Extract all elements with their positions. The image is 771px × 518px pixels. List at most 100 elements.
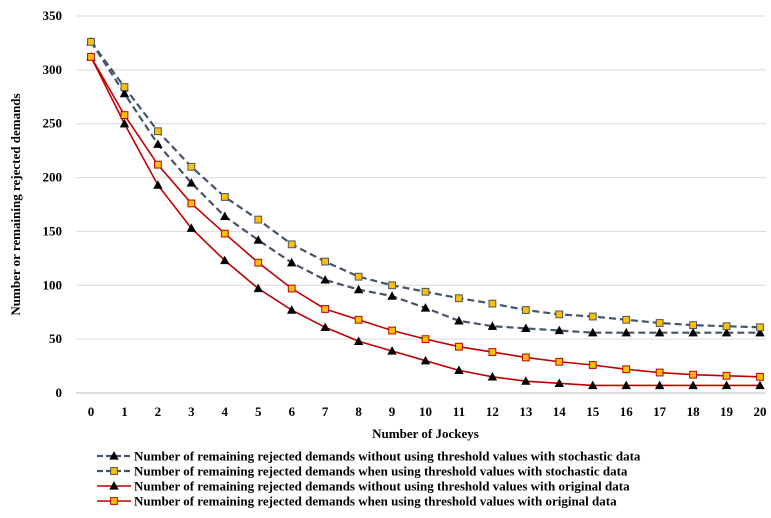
- triangle-marker: [320, 275, 330, 284]
- y-axis-ticks: 0 50 100 150 200 250 300 350: [43, 8, 63, 400]
- square-marker: [655, 319, 664, 327]
- square-marker: [622, 365, 631, 374]
- square-marker: [555, 357, 564, 366]
- square-marker: [321, 305, 330, 313]
- triangle-marker: [253, 235, 263, 244]
- square-marker: [354, 315, 363, 324]
- triangle-marker: [387, 346, 397, 355]
- square-marker: [655, 368, 664, 377]
- triangle-marker: [186, 223, 197, 232]
- triangle-marker: [119, 118, 130, 128]
- triangle-marker: [588, 380, 598, 390]
- square-marker: [120, 111, 129, 119]
- legend-triangle-marker: [109, 451, 119, 460]
- x-tick-label: 20: [754, 404, 767, 419]
- triangle-marker: [521, 376, 531, 385]
- y-tick-label: 250: [43, 116, 63, 131]
- square-marker: [521, 306, 530, 314]
- square-marker: [521, 353, 530, 362]
- triangle-marker: [554, 378, 565, 387]
- square-marker: [488, 348, 497, 356]
- triangle-marker: [654, 380, 665, 390]
- square-marker: [555, 310, 564, 319]
- triangle-marker: [286, 257, 297, 267]
- x-tick-label: 18: [687, 404, 701, 419]
- square-marker: [689, 370, 698, 379]
- x-tick-label: 13: [519, 404, 533, 419]
- x-tick-label: 0: [88, 404, 95, 419]
- square-marker: [388, 326, 396, 335]
- x-axis-ticks: 0 1 2 3 4 5 6 7 8 9 10 11 12 13 14 15 16 17 18 19 20: [88, 404, 767, 419]
- legend-label: Number of remaining rejected demands wit…: [134, 479, 630, 494]
- triangle-marker: [353, 336, 364, 345]
- triangle-marker: [688, 380, 698, 390]
- x-tick-label: 6: [288, 404, 295, 419]
- triangle-marker: [153, 180, 163, 189]
- square-marker: [455, 342, 463, 351]
- triangle-marker: [220, 255, 230, 265]
- square-marker: [421, 335, 430, 344]
- square-marker: [154, 127, 162, 136]
- triangle-marker: [119, 88, 130, 98]
- triangle-marker: [755, 380, 765, 390]
- triangle-marker: [454, 316, 464, 325]
- square-marker: [87, 37, 95, 46]
- x-tick-label: 8: [355, 404, 362, 419]
- triangle-marker: [554, 325, 565, 335]
- triangle-marker: [353, 284, 364, 294]
- legend-triangle-marker: [109, 481, 119, 490]
- x-tick-label: 17: [653, 404, 667, 419]
- triangle-marker: [487, 321, 498, 330]
- y-tick-label: 0: [56, 385, 63, 400]
- triangle-marker: [688, 327, 698, 337]
- gridlines: [76, 15, 766, 340]
- x-tick-label: 3: [188, 404, 195, 419]
- square-marker: [254, 215, 263, 224]
- x-tick-label: 14: [553, 404, 567, 419]
- square-marker: [287, 240, 296, 249]
- y-tick-label: 50: [49, 331, 62, 346]
- legend-label: Number of remaining rejected demands whe…: [134, 494, 617, 509]
- x-tick-label: 9: [389, 404, 396, 419]
- triangle-marker: [387, 291, 397, 300]
- triangle-marker: [721, 380, 732, 390]
- square-marker: [455, 294, 463, 303]
- square-marker: [354, 272, 363, 281]
- legend: Number of remaining rejected demands wit…: [97, 449, 641, 509]
- square-marker: [187, 162, 196, 171]
- x-tick-label: 11: [453, 404, 465, 419]
- square-marker: [756, 323, 764, 332]
- triangle-marker: [420, 355, 431, 365]
- square-marker: [689, 321, 698, 330]
- triangle-marker: [286, 305, 297, 314]
- square-marker: [220, 193, 229, 201]
- square-marker: [722, 371, 731, 380]
- square-marker: [722, 322, 731, 331]
- square-marker: [120, 83, 129, 91]
- triangle-marker: [521, 323, 531, 333]
- triangle-marker: [153, 139, 163, 148]
- legend-label: Number of remaining rejected demands wit…: [134, 449, 641, 464]
- triangle-marker: [721, 327, 732, 337]
- triangle-marker: [220, 211, 230, 221]
- legend-square-marker: [110, 497, 118, 505]
- triangle-marker: [420, 303, 431, 312]
- x-tick-label: 2: [155, 404, 162, 419]
- square-marker: [588, 312, 597, 321]
- x-tick-label: 7: [322, 404, 329, 419]
- legend-item: Number of remaining rejected demands whe…: [97, 464, 628, 479]
- square-marker: [87, 53, 95, 61]
- square-marker: [388, 281, 396, 290]
- triangle-marker: [320, 322, 330, 331]
- y-tick-label: 150: [43, 223, 63, 238]
- square-marker: [488, 299, 497, 308]
- x-tick-label: 1: [121, 404, 128, 419]
- triangle-marker: [253, 283, 263, 293]
- y-tick-label: 200: [43, 170, 63, 185]
- triangle-marker: [487, 372, 498, 381]
- triangle-marker: [621, 327, 631, 337]
- triangle-marker: [755, 327, 765, 337]
- square-marker: [154, 160, 162, 169]
